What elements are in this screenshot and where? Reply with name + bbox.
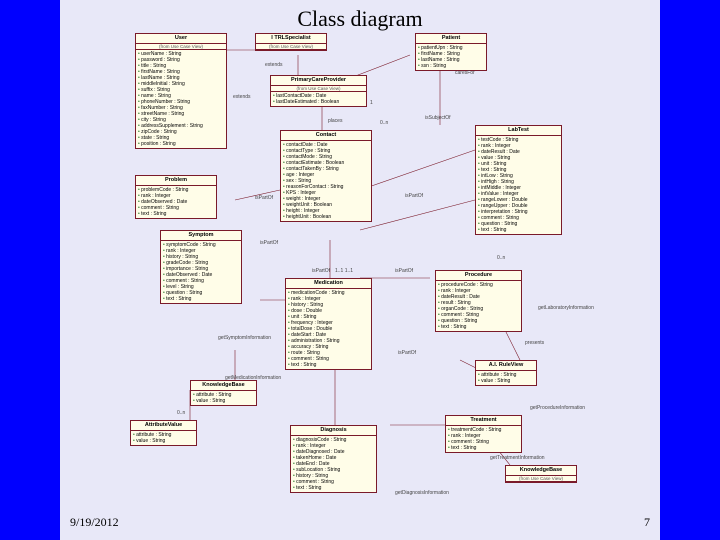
label-getproc: getProcedureInformation [530, 405, 585, 411]
page-title: Class diagram [0, 6, 720, 32]
label-ispartof1: isPartOf [255, 195, 273, 201]
class-contact: Contact contactDate : DatecontactType : … [280, 130, 372, 222]
class-problem: Problem problemCode : Stringrank : Integ… [135, 175, 217, 219]
mult-1115: 1..1 1..1 [335, 268, 353, 274]
class-user: User (from Use Case View) userName : Str… [135, 33, 227, 149]
mult-1: 1 [370, 100, 373, 106]
class-symptom: Symptom symptomCode : Stringrank : Integ… [160, 230, 242, 304]
label-places: places [328, 118, 342, 124]
mult-0n-2: 0..n [177, 410, 185, 416]
label-presents: presents [525, 340, 544, 346]
mult-0n-1: 0..n [380, 120, 388, 126]
label-ispartof4: isPartOf [405, 193, 423, 199]
label-caresfor: caresFor [455, 70, 475, 76]
label-getmed: getMedicationInformation [225, 375, 281, 381]
class-treatment: Treatment treatmentCode : Stringrank : I… [445, 415, 522, 453]
class-medication: Medication medicationCode : Stringrank :… [285, 278, 372, 370]
label-ispartof6: isPartOf [398, 350, 416, 356]
class-procedure: Procedure procedureCode : Stringrank : I… [435, 270, 522, 332]
label-gettreat: getTreatmentInformation [490, 455, 545, 461]
label-extends: extends [265, 62, 283, 68]
mult-0n-3: 0..n [497, 255, 505, 261]
class-primarycareprovider: PrimaryCareProvider (from Use Case View)… [270, 75, 367, 107]
class-itrlspecialist: I TRLSpecialist (from Use Case View) [255, 33, 327, 51]
label-extends2: extends [233, 94, 251, 100]
label-getdiag: getDiagnosisInformation [395, 490, 449, 496]
class-attributevalue: AttributeValue attribute : Stringvalue :… [130, 420, 197, 446]
label-issubjectof: isSubjectOf [425, 115, 451, 121]
footer-page: 7 [644, 515, 650, 530]
label-ispartof3: isPartOf [312, 268, 330, 274]
class-title: User [136, 34, 226, 44]
class-knowledgebase-1: KnowledgeBase attribute : Stringvalue : … [190, 380, 257, 406]
label-ispartof2: isPartOf [260, 240, 278, 246]
class-knowledgebase-2: KnowledgeBase (from Use Case View) [505, 465, 577, 483]
class-airuleview: A.I. RuleView attribute : Stringvalue : … [475, 360, 537, 386]
class-diagnosis: Diagnosis diagnosisCode : Stringrank : I… [290, 425, 377, 493]
label-ispartof5: isPartOf [395, 268, 413, 274]
class-patient: Patient patientUpn : StringfirstName : S… [415, 33, 487, 71]
label-getsymptom: getSymptomInformation [218, 335, 271, 341]
class-labtest: LabTest testCode : Stringrank : Integer … [475, 125, 562, 235]
label-getlab: getLaboratoryInformation [538, 305, 594, 311]
footer-date: 9/19/2012 [70, 515, 119, 530]
